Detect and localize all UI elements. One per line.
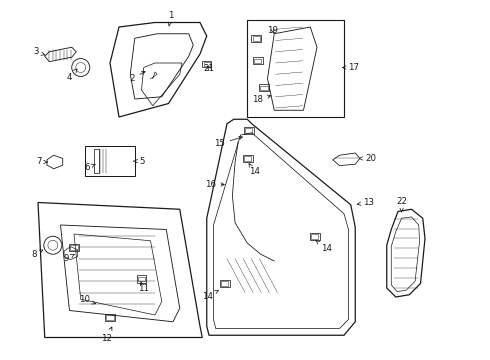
Bar	[254, 58, 261, 63]
Text: 17: 17	[343, 63, 360, 72]
Bar	[202, 60, 211, 67]
Text: 22: 22	[396, 197, 407, 212]
Bar	[259, 84, 269, 91]
Bar	[244, 156, 251, 161]
Bar	[251, 35, 261, 42]
Bar	[260, 85, 268, 90]
Text: 14: 14	[248, 164, 260, 176]
Text: 2: 2	[129, 72, 145, 83]
Text: 13: 13	[357, 198, 374, 207]
Text: 6: 6	[84, 163, 95, 172]
Text: 21: 21	[204, 64, 215, 73]
Bar	[71, 245, 77, 250]
Text: 16: 16	[205, 180, 224, 189]
Bar	[245, 128, 252, 133]
Bar	[253, 57, 263, 64]
Bar	[106, 315, 114, 320]
Text: 14: 14	[316, 240, 332, 253]
Text: 4: 4	[66, 69, 77, 82]
Bar	[105, 314, 115, 321]
Text: 1: 1	[168, 11, 173, 26]
Bar	[137, 275, 147, 283]
Text: 12: 12	[101, 327, 112, 343]
Text: 19: 19	[268, 26, 278, 35]
Text: 18: 18	[252, 95, 271, 104]
Text: 10: 10	[79, 295, 96, 304]
Bar	[244, 127, 253, 134]
Text: 9: 9	[63, 254, 74, 263]
Bar	[221, 281, 228, 286]
Text: 3: 3	[34, 47, 45, 56]
Bar	[243, 155, 253, 162]
Bar	[310, 233, 319, 240]
Bar	[69, 244, 79, 251]
Bar	[204, 62, 210, 66]
Text: 15: 15	[214, 136, 243, 148]
Bar	[253, 36, 260, 40]
Text: 14: 14	[201, 291, 219, 301]
Bar	[220, 280, 230, 287]
Text: 8: 8	[31, 250, 43, 259]
Text: 7: 7	[36, 158, 48, 166]
Bar	[311, 234, 318, 239]
Text: 20: 20	[359, 154, 377, 163]
Bar	[138, 277, 145, 281]
Text: 11: 11	[138, 282, 149, 293]
Text: 5: 5	[134, 157, 145, 166]
